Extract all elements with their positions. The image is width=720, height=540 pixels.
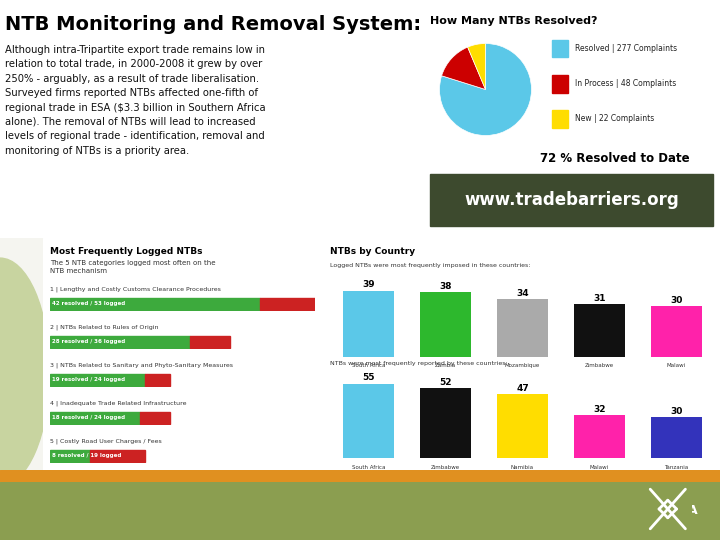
Text: 52: 52: [439, 377, 451, 387]
Text: 47: 47: [516, 384, 529, 393]
Text: In Process | 48 Complaints: In Process | 48 Complaints: [575, 79, 676, 88]
Text: NTBs were most frequently reported by these countries:: NTBs were most frequently reported by th…: [330, 361, 508, 367]
Text: 34: 34: [516, 289, 528, 298]
Bar: [552, 75, 568, 92]
Bar: [575, 305, 624, 357]
Bar: [343, 291, 394, 357]
Bar: [50, 374, 145, 386]
Bar: [575, 415, 624, 458]
Ellipse shape: [0, 258, 50, 486]
Text: 32: 32: [593, 404, 606, 414]
Text: Malawi: Malawi: [667, 363, 686, 368]
Text: Most Frequently Logged NTBs: Most Frequently Logged NTBs: [50, 246, 202, 255]
Text: www.tradebarriers.org: www.tradebarriers.org: [464, 191, 679, 209]
Text: Zimbabwe: Zimbabwe: [431, 465, 460, 470]
Bar: [50, 450, 90, 462]
Text: The 5 NTB categories logged most often on the
NTB mechanism: The 5 NTB categories logged most often o…: [50, 260, 215, 274]
Text: 30: 30: [670, 407, 683, 416]
Text: 19 resolved / 24 logged: 19 resolved / 24 logged: [53, 377, 125, 382]
Bar: [652, 306, 701, 357]
Text: NTB Monitoring and Removal System:: NTB Monitoring and Removal System:: [5, 15, 421, 33]
Text: TMSA: TMSA: [659, 504, 698, 517]
Text: 4 | Inadequate Trade Related Infrastructure: 4 | Inadequate Trade Related Infrastruct…: [50, 401, 186, 406]
Bar: [145, 374, 170, 386]
Bar: [420, 292, 471, 357]
Text: Tanzania: Tanzania: [665, 465, 688, 470]
Bar: [648, 487, 692, 531]
Text: 5 | Costly Road User Charges / Fees: 5 | Costly Road User Charges / Fees: [50, 438, 162, 444]
Text: Zambia: Zambia: [435, 363, 456, 368]
Bar: [90, 450, 145, 462]
Text: 72 % Resolved to Date: 72 % Resolved to Date: [540, 152, 690, 165]
Text: South Africa: South Africa: [352, 363, 385, 368]
Text: 1 | Lengthy and Costly Customs Clearance Procedures: 1 | Lengthy and Costly Customs Clearance…: [50, 287, 221, 292]
Text: 18 resolved / 24 logged: 18 resolved / 24 logged: [53, 415, 125, 420]
Bar: [652, 417, 701, 458]
Text: 28 resolved / 36 logged: 28 resolved / 36 logged: [53, 339, 126, 344]
Bar: [140, 411, 170, 424]
Bar: [498, 394, 547, 458]
Text: Logged NTBs were most frequently imposed in these countries:: Logged NTBs were most frequently imposed…: [330, 264, 531, 268]
Wedge shape: [441, 47, 485, 90]
Text: 8 resolved / 19 logged: 8 resolved / 19 logged: [53, 453, 122, 458]
Text: Although intra-Tripartite export trade remains low in
relation to total trade, i: Although intra-Tripartite export trade r…: [5, 45, 266, 156]
Bar: [50, 336, 190, 348]
Bar: [498, 299, 547, 357]
Text: Namibia: Namibia: [511, 465, 534, 470]
Text: Mozambique: Mozambique: [505, 363, 540, 368]
Bar: [50, 411, 140, 424]
Text: 30: 30: [670, 295, 683, 305]
Text: New | 22 Complaints: New | 22 Complaints: [575, 114, 654, 124]
Wedge shape: [439, 44, 531, 136]
Text: 2 | NTBs Related to Rules of Origin: 2 | NTBs Related to Rules of Origin: [50, 325, 158, 330]
Text: NTBs by Country: NTBs by Country: [330, 246, 415, 255]
Text: 38: 38: [439, 282, 451, 291]
Text: 39: 39: [362, 280, 375, 289]
Bar: [552, 40, 568, 57]
Bar: [190, 336, 230, 348]
Bar: [50, 298, 260, 310]
Text: 55: 55: [362, 374, 374, 382]
Text: Malawi: Malawi: [590, 465, 609, 470]
Bar: [260, 298, 315, 310]
Wedge shape: [468, 44, 485, 90]
Text: 31: 31: [593, 294, 606, 303]
Text: Zimbabwe: Zimbabwe: [585, 363, 614, 368]
Text: How Many NTBs Resolved?: How Many NTBs Resolved?: [430, 16, 598, 26]
Text: South Africa: South Africa: [352, 465, 385, 470]
Text: 3 | NTBs Related to Sanitary and Phyto-Sanitary Measures: 3 | NTBs Related to Sanitary and Phyto-S…: [50, 363, 233, 368]
Bar: [343, 383, 394, 458]
Bar: [552, 110, 568, 127]
Bar: [420, 388, 471, 458]
Text: 42 resolved / 53 logged: 42 resolved / 53 logged: [53, 301, 126, 306]
Text: Resolved | 277 Complaints: Resolved | 277 Complaints: [575, 44, 677, 53]
